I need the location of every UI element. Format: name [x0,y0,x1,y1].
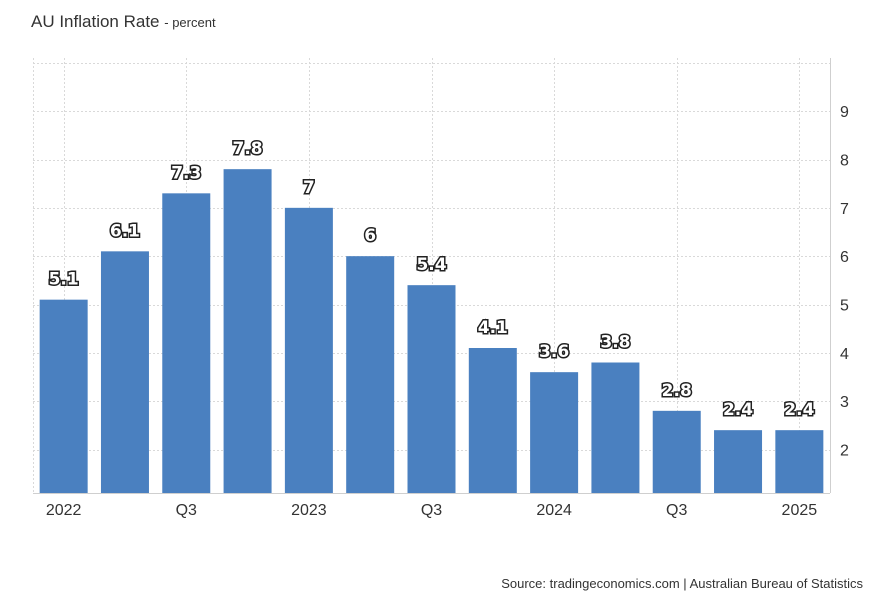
y-tick-label: 9 [840,104,849,121]
x-axis: 2022 Q3 2023 Q3 2024 Q3 2025 [46,502,817,519]
bar [39,299,88,493]
y-tick-label: 5 [840,298,849,315]
bar-value-label: 7.8 [233,139,263,159]
bar-value-labels: 5.1 6.1 7.3 7.8 7 6 5.4 4.1 3.6 3.8 2.8 2.4 2.4 [47,138,816,422]
bar [284,207,333,494]
bar-value-label: 7.3 [171,163,201,183]
y-tick-label: 3 [840,394,849,411]
bar [714,430,763,493]
chart-title: AU Inflation Rate - percent [31,12,216,32]
bar-value-label: 7 [303,178,315,198]
bar-value-label: 6 [364,226,376,246]
bar [530,372,579,493]
bar-value-label: 5.1 [49,270,79,290]
bar-value-label: 4.1 [478,318,508,338]
x-tick-label: 2025 [782,502,818,519]
bar [346,256,395,493]
y-tick-label: 6 [840,249,849,266]
x-tick-label: 2024 [536,502,572,519]
y-axis: 2 3 4 5 6 7 8 9 [840,104,849,459]
bar-value-label: 3.8 [600,333,630,353]
bar-value-label: 6.1 [110,221,140,241]
chart-subtitle: - percent [164,15,216,30]
y-tick-label: 8 [840,153,849,170]
x-tick-label: 2023 [291,502,327,519]
bar [775,430,824,493]
bars [39,169,824,494]
x-tick-label: 2022 [46,502,82,519]
bar [468,348,517,493]
x-tick-label: Q3 [176,502,197,519]
source-note: Source: tradingeconomics.com | Australia… [501,576,863,591]
bar-value-label: 2.8 [662,381,692,401]
bar [100,251,149,493]
y-tick-label: 7 [840,201,849,218]
bar-value-label: 2.4 [784,400,814,420]
chart-title-text: AU Inflation Rate [31,12,160,31]
y-tick-label: 4 [840,346,849,363]
bar [407,285,456,493]
bar [162,193,211,494]
bar-value-label: 3.6 [539,342,569,362]
bar-value-label: 2.4 [723,400,753,420]
bar [223,169,272,493]
y-tick-label: 2 [840,443,849,460]
x-tick-label: Q3 [666,502,687,519]
x-tick-label: Q3 [421,502,442,519]
bar [591,362,640,493]
bar [652,410,701,493]
bar-value-label: 5.4 [416,255,446,275]
